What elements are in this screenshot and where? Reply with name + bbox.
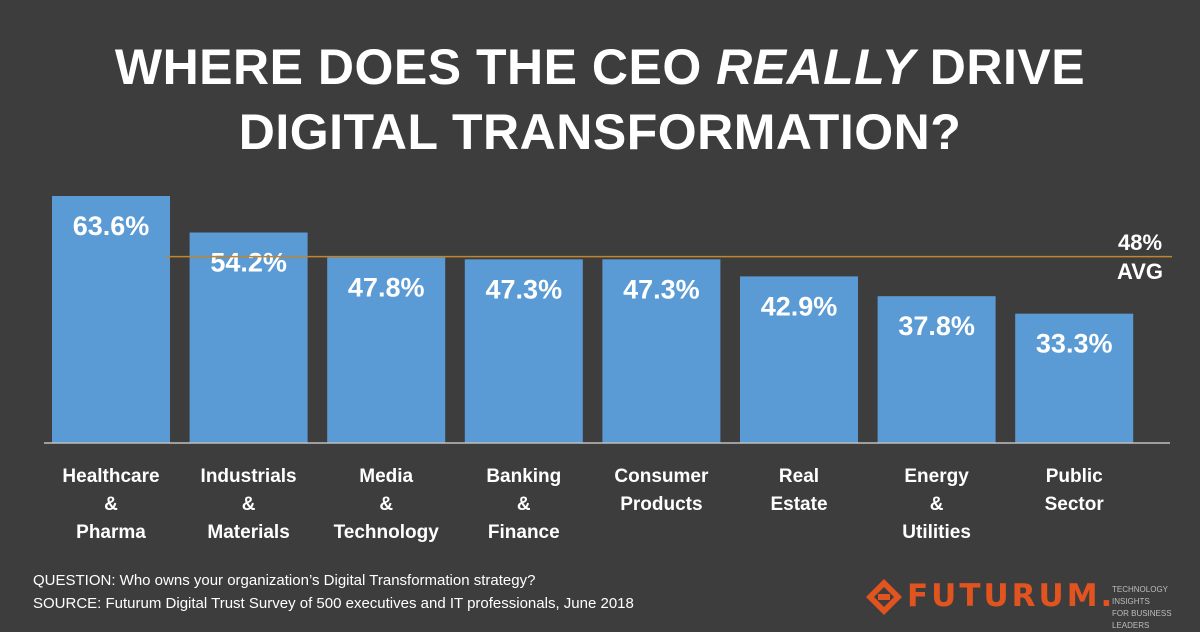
x-tick-label: Technology	[334, 522, 440, 543]
x-tick-label: Products	[620, 494, 702, 515]
data-label: 42.9%	[761, 291, 838, 321]
bar	[464, 259, 583, 443]
x-tick-label: Healthcare	[62, 466, 159, 487]
futurum-logo: FUTURUM. TECHNOLOGY INSIGHTS FOR BUSINES…	[860, 575, 1200, 630]
logo-tagline: TECHNOLOGY INSIGHTS FOR BUSINESS LEADERS	[1112, 584, 1200, 632]
x-tick-label: &	[379, 494, 393, 515]
x-tick-label: Public	[1046, 466, 1103, 487]
data-label: 63.6%	[73, 211, 150, 241]
logo-tagline-line-2: FOR BUSINESS LEADERS	[1112, 609, 1172, 630]
average-label-text: AVG	[1117, 259, 1163, 284]
x-tick-label: Materials	[207, 522, 289, 543]
data-label: 47.3%	[486, 274, 563, 304]
title-suffix: DRIVE	[915, 39, 1086, 95]
x-tick-label: Media	[359, 466, 413, 487]
bar	[327, 257, 446, 443]
x-tick-label: &	[104, 494, 118, 515]
bar	[602, 259, 721, 443]
x-tick-label: &	[517, 494, 531, 515]
survey-question: QUESTION: Who owns your organization’s D…	[33, 572, 536, 589]
data-label: 47.8%	[348, 272, 425, 302]
x-tick-label: Industrials	[201, 466, 297, 487]
chart-title-line-2: DIGITAL TRANSFORMATION?	[238, 104, 962, 160]
x-tick-label: Pharma	[76, 522, 146, 543]
logo-wordmark: FUTURUM.	[907, 578, 1116, 614]
bar	[740, 276, 858, 443]
x-tick-label: &	[930, 494, 944, 515]
chart-title-line-1: WHERE DOES THE CEO REALLY DRIVE	[0, 37, 1200, 97]
logo-tagline-line-1: TECHNOLOGY INSIGHTS	[1112, 585, 1168, 606]
data-label: 47.3%	[623, 274, 700, 304]
bar	[52, 196, 170, 443]
x-tick-label: Banking	[486, 466, 561, 487]
title-emphasis: REALLY	[716, 39, 916, 95]
bar	[877, 296, 996, 443]
data-label: 33.3%	[1036, 329, 1113, 359]
x-tick-label: Utilities	[902, 522, 971, 543]
bar	[189, 232, 308, 443]
x-tick-label: Consumer	[614, 466, 709, 487]
futurum-logo-icon	[866, 579, 902, 615]
x-tick-label: &	[242, 494, 256, 515]
x-tick-label: Estate	[770, 494, 827, 515]
data-label: 54.2%	[210, 248, 287, 278]
x-tick-label: Sector	[1045, 494, 1105, 515]
bar	[1015, 313, 1134, 443]
x-tick-label: Finance	[488, 522, 560, 543]
title-prefix: WHERE DOES THE CEO	[114, 39, 717, 95]
average-label-value: 48%	[1118, 230, 1162, 255]
x-tick-label: Real	[779, 466, 819, 487]
x-tick-label: Energy	[904, 466, 969, 487]
data-label: 37.8%	[898, 311, 975, 341]
survey-source: SOURCE: Futurum Digital Trust Survey of …	[33, 595, 634, 612]
